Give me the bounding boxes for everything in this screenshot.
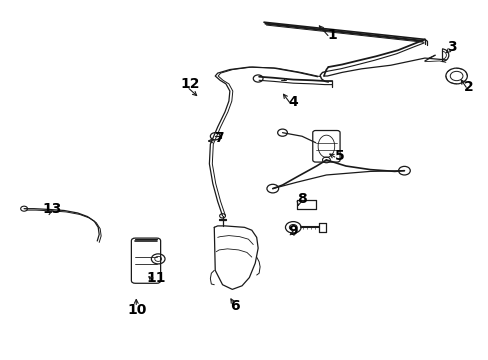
Text: 7: 7: [214, 131, 224, 145]
Text: 3: 3: [446, 40, 456, 54]
Text: 10: 10: [127, 303, 146, 317]
Text: 12: 12: [180, 77, 199, 91]
Text: 11: 11: [146, 271, 165, 284]
Text: 13: 13: [42, 202, 61, 216]
Text: 6: 6: [229, 299, 239, 313]
Text: 5: 5: [334, 149, 344, 163]
Text: 8: 8: [297, 192, 306, 206]
Text: 4: 4: [288, 95, 298, 109]
Text: 1: 1: [327, 28, 336, 42]
Text: 2: 2: [463, 80, 473, 94]
Text: 9: 9: [288, 224, 298, 238]
